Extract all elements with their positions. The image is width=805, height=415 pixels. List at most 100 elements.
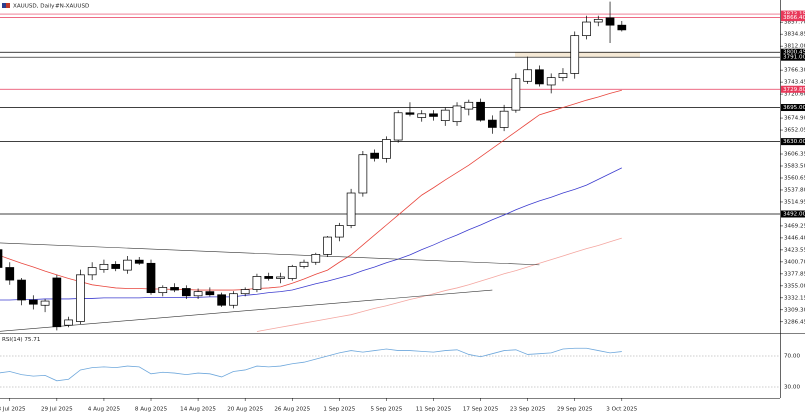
- candle-body: [511, 78, 521, 111]
- candle-body: [240, 289, 250, 295]
- y-tick-label: 3834.85: [784, 32, 805, 38]
- y-tick-label: 3400.70: [784, 259, 805, 265]
- level-label-box: [781, 14, 805, 22]
- candle-body: [523, 69, 533, 82]
- indicator-tick-label: 30.00: [784, 385, 800, 391]
- candle-body: [323, 236, 332, 255]
- candle-body: [464, 101, 474, 110]
- y-tick-label: 3652.05: [784, 128, 805, 134]
- candle-body: [170, 287, 179, 291]
- level-label: 3729.80: [783, 87, 805, 93]
- candle-body: [617, 24, 627, 31]
- candle-body: [181, 288, 191, 297]
- y-tick-label: 3355.00: [784, 283, 805, 289]
- chart-title: XAUUSD, Daily: [13, 4, 55, 10]
- level-label: 3695.00: [783, 105, 805, 111]
- level-label: 3492.00: [783, 211, 805, 217]
- y-tick-label: 3309.30: [784, 307, 805, 313]
- level-label: 3791.00: [783, 55, 805, 61]
- candle-body: [252, 276, 262, 290]
- y-tick-label: 3857.70: [784, 20, 805, 26]
- indicator-line: [0, 347, 622, 382]
- candle-body: [99, 263, 109, 270]
- candle-body: [123, 259, 132, 271]
- y-tick-label: 3446.40: [784, 235, 805, 241]
- level-label-box: [781, 104, 805, 112]
- y-tick-label: 3743.45: [784, 80, 805, 86]
- x-tick-label: 5 Sep 2025: [370, 407, 402, 413]
- candle-body: [393, 112, 403, 141]
- y-tick-label: 3469.25: [784, 223, 805, 229]
- candle-body: [452, 105, 462, 123]
- candle-body: [346, 192, 356, 226]
- candle-body: [17, 279, 26, 301]
- candle-body: [146, 262, 156, 294]
- x-tick-label: 1 Sep 2025: [323, 407, 355, 413]
- y-tick-label: 3514.95: [784, 199, 805, 205]
- ma-line: [0, 167, 622, 301]
- y-tick-label: 3332.15: [784, 295, 805, 301]
- x-tick-label: 23 Jul 2025: [0, 407, 26, 413]
- candle-body: [5, 267, 15, 281]
- level-label-box: [781, 138, 805, 146]
- trendline: [0, 242, 540, 266]
- candle-body: [111, 263, 121, 269]
- candle-body: [487, 119, 497, 128]
- y-tick-label: 3720.60: [784, 92, 805, 98]
- candle-body: [429, 113, 438, 117]
- candle-body: [440, 109, 450, 121]
- candle-body: [205, 291, 215, 296]
- x-tick-label: 8 Aug 2025: [135, 407, 168, 413]
- candle-body: [217, 294, 226, 306]
- level-label: 3866.40: [783, 15, 805, 21]
- candle-body: [40, 300, 50, 306]
- indicator-title: RSI(14) 75.71: [2, 337, 41, 343]
- trendline: [0, 289, 493, 332]
- y-tick-label: 3674.90: [784, 116, 805, 122]
- x-tick-label: 26 Aug 2025: [274, 407, 310, 413]
- candle-body: [358, 154, 368, 194]
- candle-body: [605, 17, 615, 26]
- candle-body: [570, 35, 580, 74]
- level-label-box: [781, 210, 805, 218]
- candle-body: [299, 261, 309, 267]
- candle-body: [264, 276, 274, 279]
- indicator-value: 75.71: [24, 337, 40, 343]
- level-label-box: [781, 48, 805, 56]
- candle-body: [193, 291, 203, 297]
- candle-body: [499, 110, 509, 128]
- y-tick-label: 3286.45: [784, 319, 805, 325]
- y-tick-label: 3560.65: [784, 175, 805, 181]
- candle-body: [87, 267, 97, 276]
- x-tick-label: 17 Sep 2025: [463, 407, 499, 413]
- level-label-box: [781, 85, 805, 93]
- candle-body: [28, 299, 38, 305]
- y-tick-label: 3812.00: [784, 44, 805, 50]
- candle-body: [476, 101, 485, 121]
- candle-body: [334, 225, 344, 238]
- candle-body: [276, 276, 285, 279]
- symbol-flag-part: [2, 3, 6, 8]
- y-tick-label: 3423.55: [784, 247, 805, 253]
- indicator-name: RSI(14): [2, 337, 23, 343]
- level-label: 3630.00: [783, 139, 805, 145]
- x-tick-label: 20 Aug 2025: [227, 407, 263, 413]
- candle-body: [134, 259, 144, 264]
- y-tick-label: 3766.30: [784, 68, 805, 74]
- x-tick-label: 29 Sep 2025: [557, 407, 593, 413]
- candle-body: [370, 152, 379, 159]
- candle-body: [287, 266, 297, 279]
- candle-body: [405, 112, 415, 115]
- x-tick-label: 4 Aug 2025: [88, 407, 121, 413]
- chart-subtitle: #N-XAUUSD: [55, 4, 89, 10]
- candle-body: [52, 277, 62, 328]
- candle-body: [558, 73, 568, 78]
- candle-body: [76, 274, 85, 322]
- candle-body: [64, 319, 73, 326]
- y-tick-label: 3606.35: [784, 152, 805, 158]
- x-tick-label: 23 Sep 2025: [510, 407, 546, 413]
- y-tick-label: 3583.50: [784, 164, 805, 170]
